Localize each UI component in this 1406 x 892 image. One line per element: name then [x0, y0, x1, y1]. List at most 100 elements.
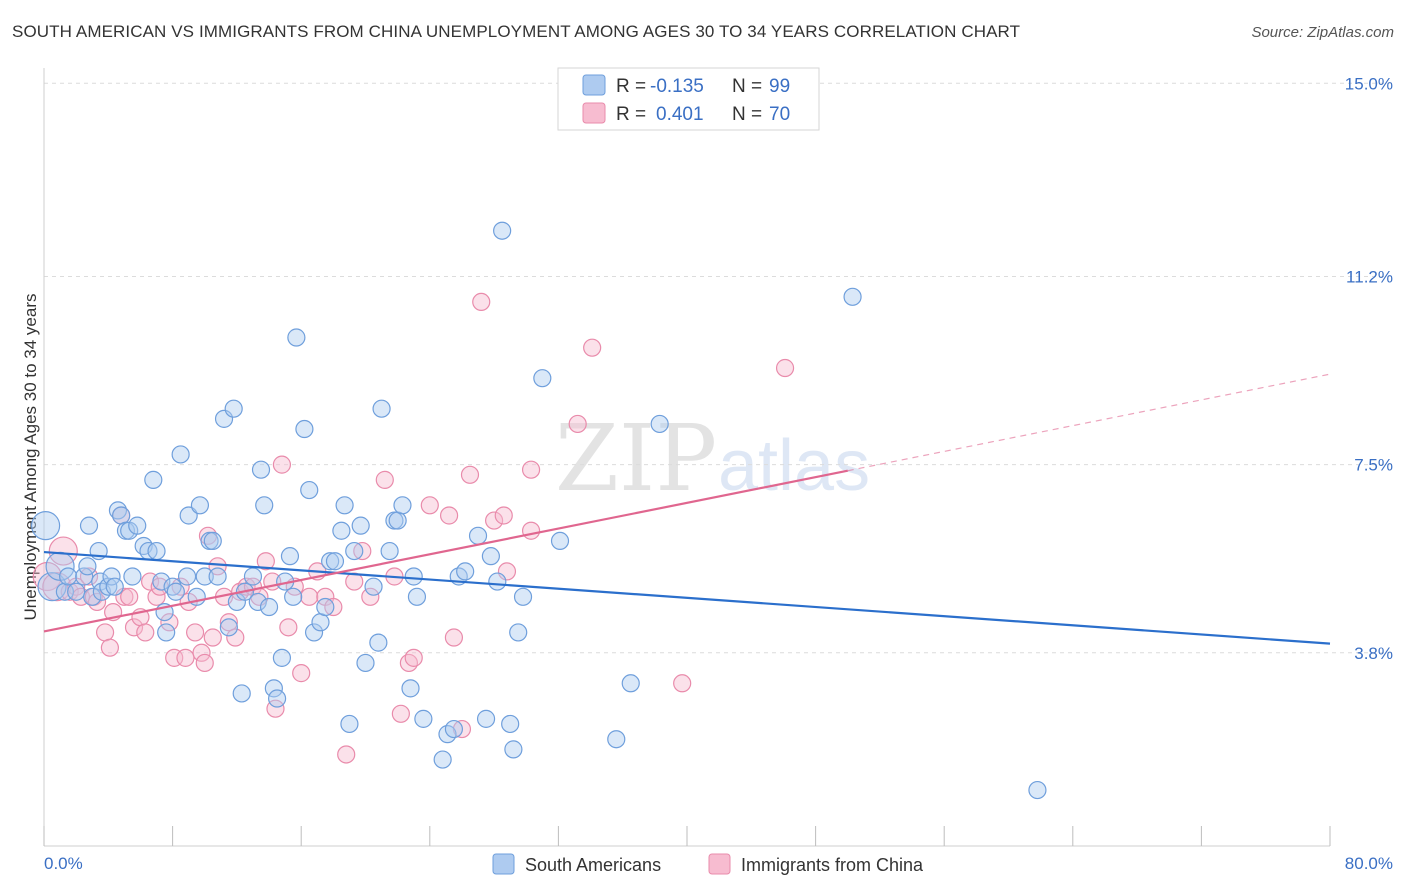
data-point	[87, 592, 107, 612]
y-tick-label: 7.5%	[1354, 456, 1393, 475]
legend-r-value-2: 0.401	[656, 104, 704, 125]
data-point	[621, 674, 640, 693]
data-point	[345, 541, 364, 561]
data-point	[391, 704, 410, 723]
data-point	[157, 623, 176, 642]
legend-n-label-2: N =	[732, 104, 762, 125]
data-point	[147, 541, 166, 561]
data-point	[219, 613, 238, 632]
data-point	[105, 577, 124, 596]
data-point	[501, 714, 520, 734]
data-point	[513, 587, 533, 606]
data-point	[124, 618, 144, 637]
data-point	[521, 460, 541, 479]
watermark: ZIP atlas	[555, 405, 870, 512]
data-point	[433, 750, 452, 769]
data-point	[393, 496, 412, 515]
data-point	[494, 506, 513, 525]
data-point	[407, 587, 427, 606]
trend-line-south-americans	[43, 550, 1331, 645]
data-point	[226, 628, 245, 647]
correlation-legend: R = -0.135 N = 99 R = 0.401 N = 70	[557, 67, 820, 131]
data-point	[31, 511, 61, 541]
data-point	[340, 714, 359, 734]
data-point	[224, 399, 243, 418]
data-point	[337, 745, 356, 764]
data-point	[248, 592, 267, 612]
data-point	[203, 531, 222, 551]
data-point	[203, 628, 222, 647]
data-point	[439, 506, 459, 525]
legend-n-value-2: 70	[769, 104, 790, 125]
data-point	[485, 511, 504, 530]
legend-swatch-blue	[582, 74, 606, 96]
data-point	[504, 740, 523, 759]
data-point	[304, 623, 324, 642]
y-axis-label: Unemployment Among Ages 30 to 34 years	[21, 294, 40, 621]
data-point	[243, 567, 263, 586]
legend-n-label-1: N =	[732, 76, 762, 97]
data-point	[369, 633, 388, 652]
data-point	[287, 328, 306, 347]
data-point	[255, 496, 274, 515]
data-point	[460, 465, 480, 484]
data-point	[673, 674, 692, 693]
data-point	[300, 480, 319, 500]
series-immigrants-from-china	[32, 292, 795, 764]
series-legend-label-china: Immigrants from China	[741, 855, 924, 875]
data-point	[79, 516, 99, 535]
legend-swatch-pink	[582, 102, 606, 124]
data-point	[192, 643, 211, 662]
series-legend-swatch-china	[708, 853, 731, 875]
data-point	[404, 567, 423, 586]
data-point	[380, 541, 399, 561]
data-point	[100, 638, 120, 657]
legend-r-label-1: R =	[616, 76, 646, 97]
data-point	[280, 547, 300, 566]
x-axis-ticks	[43, 826, 1331, 846]
data-point	[361, 587, 380, 606]
data-point	[521, 521, 541, 540]
data-point	[102, 567, 121, 586]
data-point	[399, 653, 419, 673]
data-point	[550, 531, 570, 551]
y-tick-label: 11.2%	[1346, 267, 1393, 286]
data-point	[468, 526, 488, 545]
y-axis-tick-labels: 3.8% 7.5% 11.2% 15.0%	[1345, 74, 1393, 663]
data-point	[144, 470, 163, 489]
data-point	[95, 623, 115, 642]
data-point	[251, 460, 271, 479]
data-point	[75, 567, 94, 586]
data-point	[272, 455, 292, 474]
trend-lines	[43, 373, 1331, 645]
data-point	[259, 597, 279, 617]
data-point	[493, 221, 512, 240]
data-point	[279, 618, 298, 637]
chart-title: SOUTH AMERICAN VS IMMIGRANTS FROM CHINA …	[12, 22, 1021, 41]
data-point	[195, 653, 214, 673]
data-point	[179, 506, 198, 525]
data-point	[136, 623, 155, 642]
data-point	[843, 287, 862, 306]
data-point	[332, 521, 351, 540]
data-point	[1028, 780, 1047, 800]
data-point	[533, 369, 552, 388]
data-point	[568, 414, 587, 434]
data-point	[195, 567, 214, 586]
data-point	[256, 552, 275, 571]
legend-r-value-1: -0.135	[650, 76, 704, 97]
x-tick-label-min: 0.0%	[44, 854, 83, 873]
data-point	[456, 562, 475, 581]
data-point	[420, 496, 439, 515]
data-point	[160, 613, 179, 632]
trend-line-china-extension	[847, 373, 1331, 472]
data-point	[219, 618, 238, 637]
data-point	[232, 684, 251, 703]
data-point	[414, 709, 433, 728]
data-point	[335, 496, 354, 515]
data-point	[171, 445, 190, 464]
y-tick-label: 15.0%	[1345, 74, 1393, 93]
data-point	[325, 552, 345, 571]
data-point	[176, 648, 195, 667]
